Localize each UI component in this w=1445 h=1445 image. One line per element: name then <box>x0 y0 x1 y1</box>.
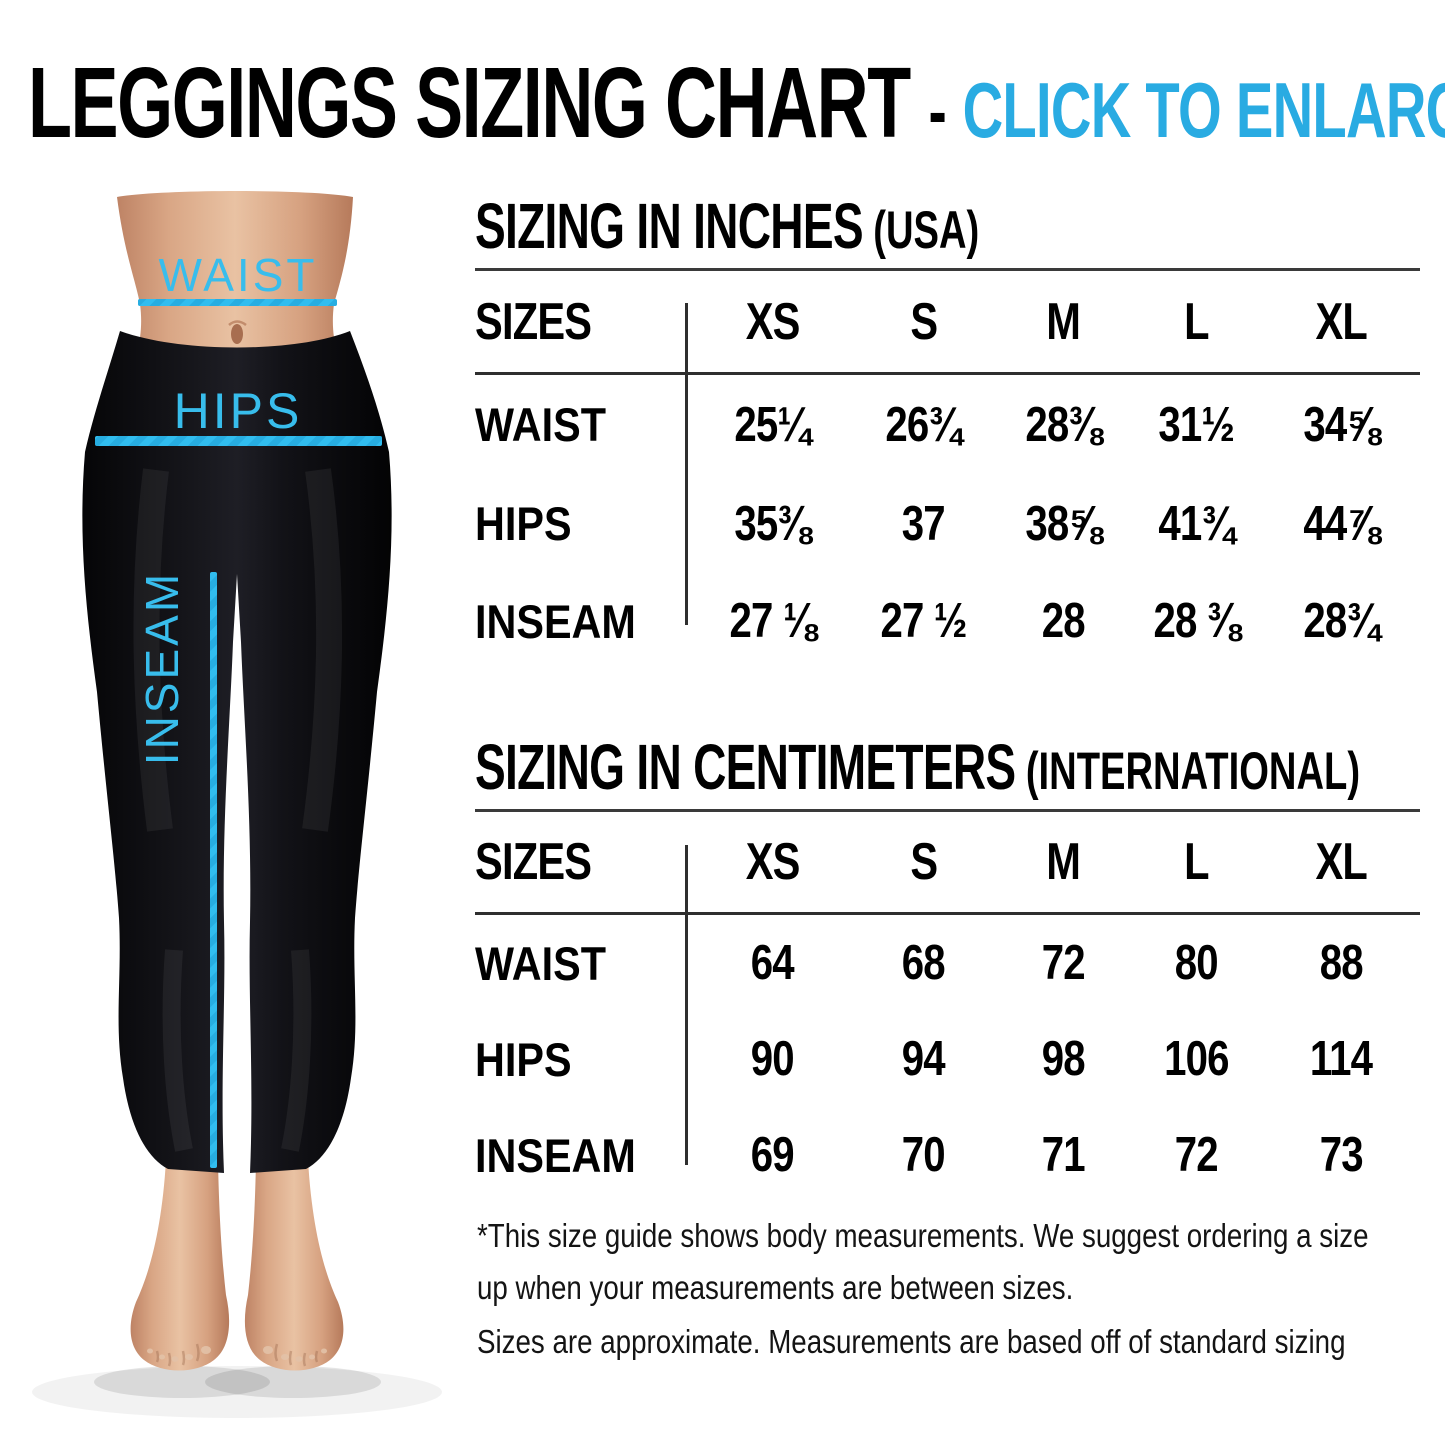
size-value: 98 <box>1041 1032 1086 1086</box>
row-label: WAIST <box>475 398 606 451</box>
cm-col-l: L <box>1184 833 1209 891</box>
toenails <box>147 1346 327 1362</box>
inches-hips-row: HIPS 35⅜ 37 38⅝ 41¾ 44⅞ <box>475 474 1420 573</box>
inches-col-xl: XL <box>1315 292 1368 351</box>
size-value: 25¼ <box>734 397 812 452</box>
cm-inseam-row: INSEAM 69 70 71 72 73 <box>475 1107 1420 1203</box>
size-value: 26¾ <box>885 397 963 452</box>
size-value: 64 <box>750 936 795 990</box>
size-value: 31½ <box>1158 397 1236 452</box>
inseam-measure-line <box>210 572 217 1168</box>
size-value: 71 <box>1041 1128 1086 1182</box>
figure-hips-label: HIPS <box>174 383 303 439</box>
floor-shadow <box>32 1366 442 1418</box>
inches-header-row: SIZES XS S M L XL <box>475 271 1420 375</box>
row-label: HIPS <box>475 497 572 550</box>
inches-col-xs: XS <box>745 292 801 351</box>
inches-table-heading: SIZING IN INCHES (USA) <box>475 190 1420 271</box>
size-value: 106 <box>1164 1032 1229 1086</box>
size-value: 28 <box>1041 594 1086 648</box>
cm-waist-row: WAIST 64 68 72 80 88 <box>475 915 1420 1011</box>
note-primary: *This size guide shows body measurements… <box>477 1210 1401 1314</box>
title-text: LEGGINGS SIZING CHART <box>28 47 911 159</box>
size-value: 27 ½ <box>880 594 967 648</box>
note-line: up when your measurements are between si… <box>477 1269 1074 1306</box>
note-line: Sizes are approximate. Measurements are … <box>477 1323 1346 1360</box>
title-separator: - <box>928 69 947 154</box>
size-value: 90 <box>750 1032 795 1086</box>
toe-lines <box>155 1343 319 1367</box>
size-value: 41¾ <box>1158 496 1236 551</box>
size-value: 28⅜ <box>1025 397 1103 452</box>
cm-hips-row: HIPS 90 94 98 106 114 <box>475 1011 1420 1107</box>
size-value: 72 <box>1041 936 1086 990</box>
inches-col-l: L <box>1184 292 1209 351</box>
size-value: 37 <box>901 496 946 551</box>
cm-heading-region: (INTERNATIONAL) <box>1025 742 1361 801</box>
leggings-sheen <box>133 468 343 1152</box>
cm-table-heading: SIZING IN CENTIMETERS (INTERNATIONAL) <box>475 731 1420 812</box>
size-value: 68 <box>901 936 946 990</box>
left-foot-shadow <box>94 1366 270 1398</box>
cm-sizes-header: SIZES <box>475 833 592 891</box>
size-value: 80 <box>1174 936 1219 990</box>
inches-col-s: S <box>910 292 938 351</box>
inches-sizes-header: SIZES <box>475 292 592 351</box>
table-divider-line <box>685 303 688 625</box>
page-title: LEGGINGS SIZING CHART - CLICK TO ENLARGE <box>28 46 1445 161</box>
left-foot <box>130 1160 230 1371</box>
size-value: 69 <box>750 1128 795 1182</box>
size-value: 94 <box>901 1032 946 1086</box>
cm-size-table: SIZING IN CENTIMETERS (INTERNATIONAL) SI… <box>475 731 1420 1203</box>
navel-shading <box>228 320 247 327</box>
size-value: 73 <box>1319 1128 1364 1182</box>
size-value: 88 <box>1319 936 1364 990</box>
note-secondary: Sizes are approximate. Measurements are … <box>477 1316 1401 1368</box>
size-value: 35⅜ <box>734 496 812 551</box>
size-value: 44⅞ <box>1303 496 1381 551</box>
size-value: 70 <box>901 1128 946 1182</box>
row-label: INSEAM <box>475 1128 636 1182</box>
right-foot-shadow <box>205 1366 381 1398</box>
inches-heading-text: SIZING IN INCHES <box>475 190 864 262</box>
figure-inseam-label: INSEAM <box>136 571 188 765</box>
navel <box>231 324 243 344</box>
cm-heading-text: SIZING IN CENTIMETERS <box>475 731 1016 803</box>
right-foot <box>244 1160 344 1371</box>
leggings-silhouette <box>82 331 392 1173</box>
cm-col-xl: XL <box>1315 833 1368 891</box>
size-value: 27 ⅛ <box>729 594 816 648</box>
leggings-figure: WAIST HIPS INSEAM <box>32 191 442 1418</box>
cm-col-m: M <box>1046 833 1082 891</box>
inches-col-m: M <box>1046 292 1082 351</box>
row-label: INSEAM <box>475 594 636 648</box>
size-value: 28 ⅜ <box>1153 594 1240 648</box>
inches-waist-row: WAIST 25¼ 26¾ 28⅜ 31½ 34⅝ <box>475 375 1420 474</box>
hips-measure-line <box>95 436 382 446</box>
waist-measure-line <box>138 299 337 306</box>
note-line: *This size guide shows body measurements… <box>477 1217 1369 1254</box>
cm-header-row: SIZES XS S M L XL <box>475 812 1420 915</box>
size-value: 38⅝ <box>1025 496 1103 551</box>
figure-waist-label: WAIST <box>159 249 318 301</box>
inches-inseam-row: INSEAM 27 ⅛ 27 ½ 28 28 ⅜ 28¾ <box>475 573 1420 669</box>
cm-col-s: S <box>910 833 938 891</box>
size-value: 114 <box>1310 1032 1373 1086</box>
size-value: 34⅝ <box>1303 397 1381 452</box>
click-to-enlarge-link[interactable]: CLICK TO ENLARGE <box>962 66 1445 154</box>
size-value: 28¾ <box>1303 594 1381 648</box>
row-label: WAIST <box>475 936 606 990</box>
table-divider-line <box>685 845 688 1165</box>
inches-heading-region: (USA) <box>873 201 980 260</box>
size-value: 72 <box>1174 1128 1219 1182</box>
row-label: HIPS <box>475 1032 572 1086</box>
cm-col-xs: XS <box>745 833 801 891</box>
inches-size-table: SIZING IN INCHES (USA) SIZES XS S M L XL… <box>475 190 1420 669</box>
